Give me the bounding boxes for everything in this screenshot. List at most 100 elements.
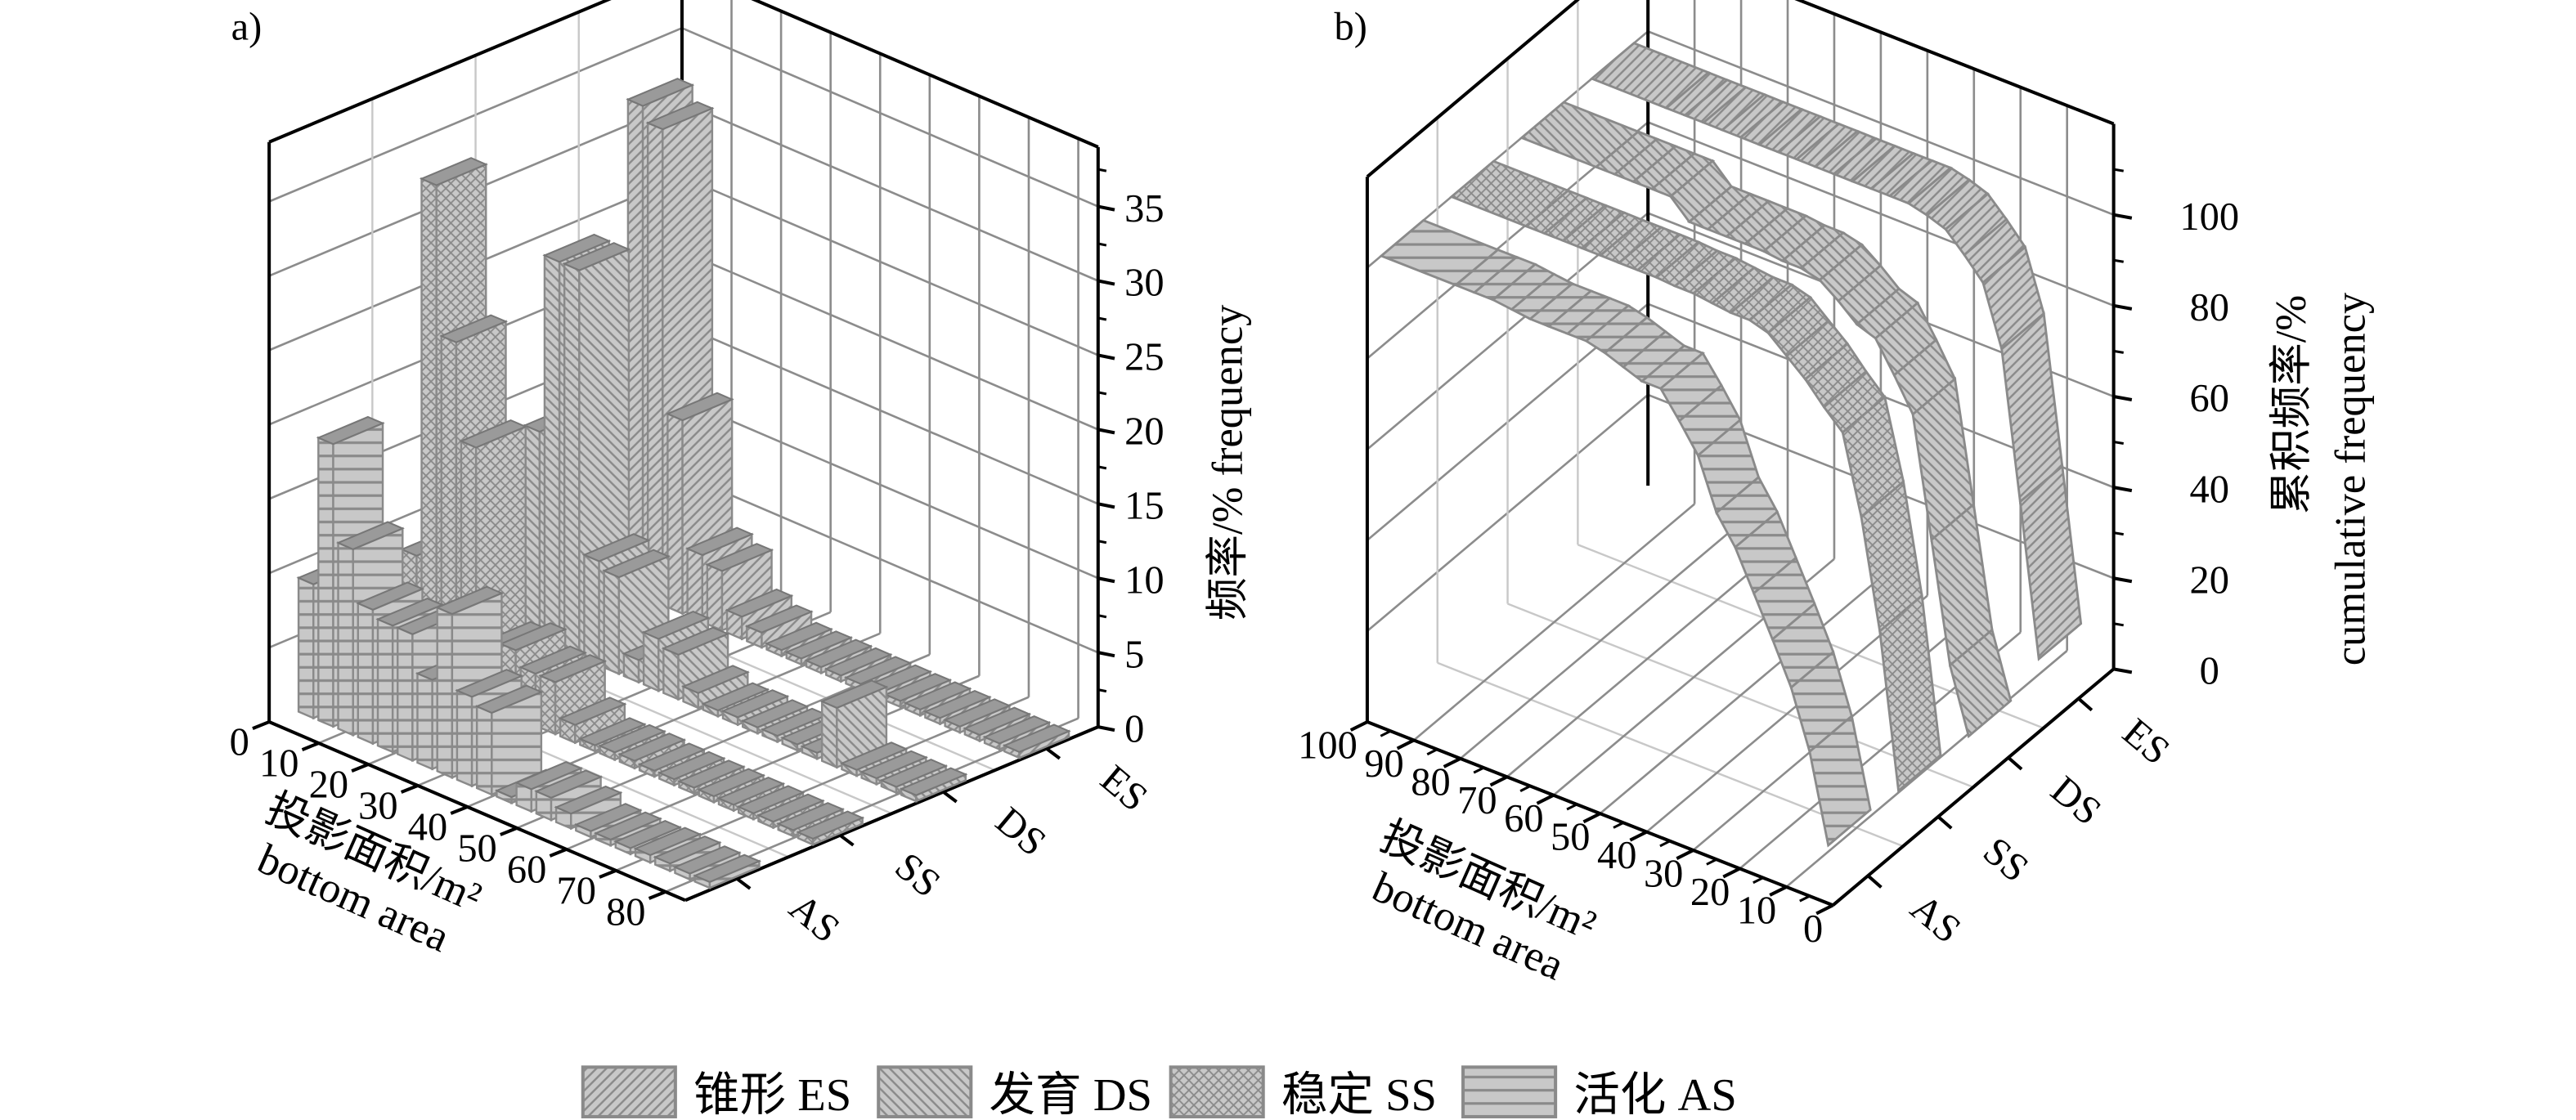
category-label-es: ES xyxy=(1093,757,1156,820)
bar-top-face xyxy=(641,610,711,640)
z-minor-tick xyxy=(1097,316,1107,321)
legend: 锥形 ES 发育 DS 稳定 SS 活化 AS xyxy=(581,1065,1737,1120)
x-tick xyxy=(1582,812,1601,824)
x-tick xyxy=(500,827,518,836)
bar-front-face xyxy=(706,562,724,632)
z-tick-label: 5 xyxy=(1124,633,1144,676)
bar-top-face xyxy=(680,665,750,694)
bar-top-face xyxy=(922,689,992,719)
bar-front-face xyxy=(523,423,541,642)
ribbon-DS xyxy=(1519,101,2013,739)
x-minor-tick xyxy=(1380,729,1392,737)
floor-gridline xyxy=(1413,503,1695,741)
bar-front-face xyxy=(475,705,493,796)
bar-front-face xyxy=(376,617,394,754)
category-tick xyxy=(2007,756,2023,771)
bar-top-face xyxy=(697,768,766,798)
z-tick xyxy=(2113,394,2133,401)
category-tick xyxy=(1045,746,1061,760)
bar-top-face xyxy=(701,682,770,711)
x-tick-label: 80 xyxy=(606,890,645,934)
bar-top-face xyxy=(883,673,953,702)
z-tick-label: 100 xyxy=(2179,195,2239,239)
legend-label-ss: 稳定 SS xyxy=(1281,1070,1437,1120)
z-minor-tick xyxy=(1097,688,1107,693)
x-tick xyxy=(1722,867,1741,879)
bar-top-face xyxy=(899,767,968,796)
x-tick-label: 30 xyxy=(358,784,397,827)
panel-label-a: a) xyxy=(231,5,263,48)
x-tick-label: 60 xyxy=(1504,797,1543,840)
legend-swatch-ss xyxy=(1169,1065,1265,1118)
ribbon-SS xyxy=(1449,159,1942,794)
z-tick xyxy=(2113,486,2133,493)
category-label-as: AS xyxy=(781,885,848,951)
category-tick xyxy=(2077,697,2094,712)
x-tick-label: 70 xyxy=(1457,779,1497,822)
bar-top-face xyxy=(455,669,524,698)
legend-label-as: 活化 AS xyxy=(1573,1070,1736,1120)
bar-top-face xyxy=(903,681,972,710)
bar-top-face xyxy=(562,242,631,271)
axis-frame-line xyxy=(684,725,1099,903)
category-label-ss: SS xyxy=(1975,829,2036,890)
bar-front-face xyxy=(456,688,473,788)
z-tick xyxy=(1097,651,1115,658)
bar-top-face xyxy=(685,526,754,557)
z-minor-tick xyxy=(1097,391,1107,396)
bar-top-face xyxy=(617,732,687,762)
legend-label-ds: 发育 DS xyxy=(990,1070,1152,1120)
bar-front-face xyxy=(416,671,433,771)
axis-frame-line xyxy=(268,0,612,144)
bar-top-face xyxy=(982,715,1052,745)
bar-top-face xyxy=(963,706,1032,737)
x-tick xyxy=(1396,738,1415,750)
bar-DS-82 xyxy=(899,767,968,803)
z-minor-tick xyxy=(2113,258,2124,263)
bar-top-face xyxy=(602,549,671,579)
bar-top-face xyxy=(716,777,786,806)
bar-top-face xyxy=(558,697,627,726)
x-tick-label: 90 xyxy=(1364,742,1403,786)
ribbon-segment-ES-4 xyxy=(2018,464,2083,661)
bar-top-face xyxy=(498,622,568,652)
z-tick xyxy=(1097,576,1115,584)
bar-top-face xyxy=(538,654,608,683)
bar-SS-82 xyxy=(796,810,865,847)
bar-top-face xyxy=(593,811,662,840)
bar-top-face xyxy=(645,101,715,131)
legend-item-as: 活化 AS xyxy=(1461,1065,1737,1120)
bar-top-face xyxy=(672,845,742,875)
bar-front-face xyxy=(686,547,703,624)
bar-AS-82 xyxy=(693,853,762,889)
x-tick-label: 40 xyxy=(1597,834,1636,877)
bar-front-face xyxy=(317,436,334,728)
z-tick xyxy=(1097,204,1115,212)
z-minor-tick xyxy=(1097,242,1107,247)
x-tick-label: 50 xyxy=(457,827,496,870)
bar-front-face xyxy=(646,121,664,607)
bar-top-face xyxy=(1002,724,1071,753)
x-tick xyxy=(1769,885,1788,897)
ribbon-segment-SS-4 xyxy=(1878,593,1942,794)
bar-top-face xyxy=(661,626,730,656)
x-tick xyxy=(549,848,568,858)
z-tick-label: 30 xyxy=(1124,262,1164,305)
category-tick xyxy=(839,834,855,847)
bar-top-face xyxy=(439,314,509,343)
bar-front-face xyxy=(337,541,354,737)
x-tick-label: 30 xyxy=(1644,852,1683,895)
legend-label-es: 锥形 ES xyxy=(693,1070,851,1120)
bar-top-face xyxy=(819,679,889,709)
bar-ES-82 xyxy=(1002,724,1071,759)
bar-top-face xyxy=(534,769,604,799)
x-tick xyxy=(1629,830,1648,842)
z-tick xyxy=(1097,353,1115,361)
panel-a-z-axis-title: 频率/% frequency xyxy=(1204,304,1251,620)
x-minor-tick xyxy=(1566,803,1577,811)
z-tick-label: 35 xyxy=(1124,187,1164,231)
bar-top-face xyxy=(824,647,893,677)
x-tick xyxy=(648,889,666,900)
x-tick xyxy=(450,805,469,815)
